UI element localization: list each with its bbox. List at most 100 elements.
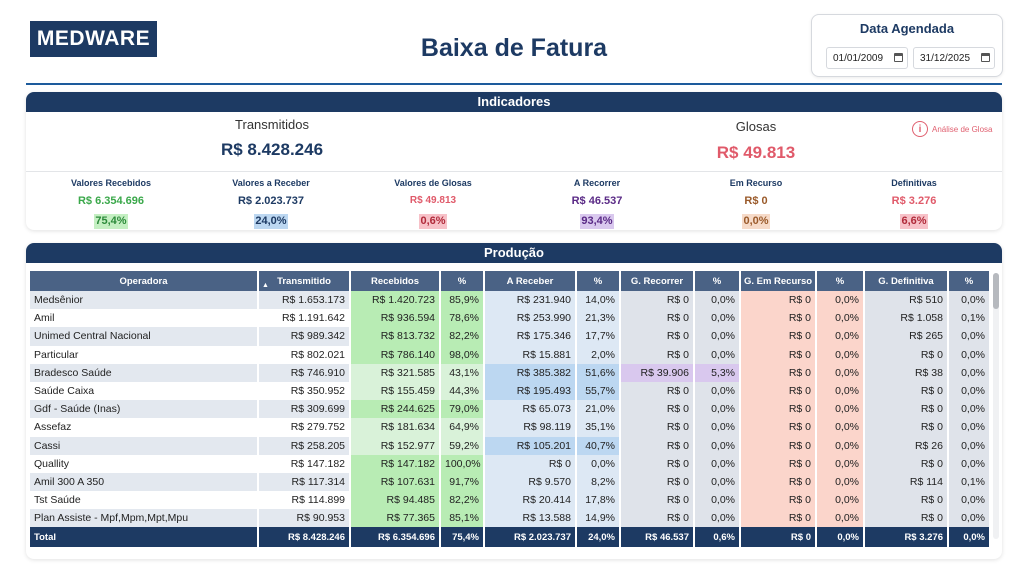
col-header-pct-g-recorrer[interactable]: %	[694, 271, 741, 291]
col-header-transmitido[interactable]: Transmitido ▲	[258, 271, 351, 291]
table-row[interactable]: Medsênior R$ 1.653.173 R$ 1.420.723 85,9% R$…	[30, 291, 991, 310]
table-cell: 0,0%	[948, 363, 991, 382]
table-cell: R$ 147.182	[350, 454, 441, 473]
table-cell: R$ 90.953	[258, 509, 351, 528]
producao-title: Produção	[26, 243, 1002, 263]
table-cell: R$ 0	[484, 454, 577, 473]
total-cell: R$ 6.354.696	[350, 527, 441, 548]
kpi-pct: 75,4%	[94, 214, 128, 229]
table-row[interactable]: Gdf - Saúde (Inas) R$ 309.699 R$ 244.625 79…	[30, 400, 991, 419]
total-cell: 24,0%	[576, 527, 621, 548]
table-row[interactable]: Assefaz R$ 279.752 R$ 181.634 64,9% R$ 98.11…	[30, 418, 991, 437]
kpi-label: A Recorrer	[573, 178, 621, 188]
col-header-g-definitiva[interactable]: G. Definitiva	[864, 271, 949, 291]
table-row[interactable]: Bradesco Saúde R$ 746.910 R$ 321.585 43,1% R…	[30, 363, 991, 382]
table-row[interactable]: Cassi R$ 258.205 R$ 152.977 59,2% R$ 105.201…	[30, 436, 991, 455]
table-cell: R$ 1.058	[864, 309, 949, 328]
table-cell: 0,0%	[948, 454, 991, 473]
table-cell: R$ 65.073	[484, 400, 577, 419]
table-cell: R$ 13.588	[484, 509, 577, 528]
glosas-label: Glosas	[735, 119, 777, 134]
table-cell: 0,0%	[948, 418, 991, 437]
table-cell: R$ 0	[864, 418, 949, 437]
table-cell: R$ 244.625	[350, 400, 441, 419]
table-cell: 59,2%	[440, 436, 485, 455]
table-cell: R$ 152.977	[350, 436, 441, 455]
table-cell: 98,0%	[440, 345, 485, 364]
calendar-icon[interactable]	[894, 53, 903, 62]
table-cell: 0,0%	[816, 491, 865, 510]
col-header-pct-g-definitiva[interactable]: %	[948, 271, 991, 291]
calendar-icon[interactable]	[981, 53, 990, 62]
table-cell: 14,9%	[576, 509, 621, 528]
table-cell: 0,0%	[948, 400, 991, 419]
table-row[interactable]: Quallity R$ 147.182 R$ 147.182 100,0% R$ 0 0,…	[30, 454, 991, 473]
kpi-pct: 6,6%	[900, 214, 928, 229]
total-cell: R$ 3.276	[864, 527, 949, 548]
table-cell: R$ 114.899	[258, 491, 351, 510]
table-row[interactable]: Unimed Central Nacional R$ 989.342 R$ 813.…	[30, 327, 991, 346]
col-header-pct-a-receber[interactable]: %	[576, 271, 621, 291]
table-cell: 0,0%	[694, 291, 741, 310]
table-row[interactable]: Particular R$ 802.021 R$ 786.140 98,0% R$ 15…	[30, 345, 991, 364]
col-header-pct-recebidos[interactable]: %	[440, 271, 485, 291]
kpi-pct: 0,0%	[742, 214, 770, 229]
table-scrollbar[interactable]	[993, 273, 999, 539]
table-cell: R$ 155.459	[350, 381, 441, 401]
kpi-label: Definitivas	[891, 178, 937, 188]
table-cell: R$ 802.021	[258, 345, 351, 364]
col-header-g-em-recurso[interactable]: G. Em Recurso	[740, 271, 817, 291]
date-start-input[interactable]: 01/01/2009	[826, 47, 908, 69]
cell-operadora: Cassi	[30, 436, 259, 455]
table-cell: 0,0%	[948, 345, 991, 364]
table-row[interactable]: Amil 300 A 350 R$ 117.314 R$ 107.631 91,7% R…	[30, 472, 991, 492]
cell-operadora: Assefaz	[30, 418, 259, 437]
table-cell: R$ 0	[740, 509, 817, 528]
page-title: Baixa de Fatura	[420, 34, 608, 62]
table-cell: 0,0%	[948, 491, 991, 510]
col-header-recebidos[interactable]: Recebidos	[350, 271, 441, 291]
table-row[interactable]: Saúde Caixa R$ 350.952 R$ 155.459 44,3% R$ 1…	[30, 381, 991, 401]
date-filter-title: Data Agendada	[859, 21, 955, 36]
table-row[interactable]: Tst Saúde R$ 114.899 R$ 94.485 82,2% R$ 20.4…	[30, 491, 991, 510]
kpi-value: R$ 6.354.696	[77, 195, 145, 207]
analise-glosa-link[interactable]: i Análise de Glosa	[912, 121, 992, 137]
table-cell: R$ 175.346	[484, 327, 577, 346]
table-cell: R$ 20.414	[484, 491, 577, 510]
table-cell: R$ 105.201	[484, 436, 577, 455]
table-cell: 0,1%	[948, 309, 991, 328]
scrollbar-thumb[interactable]	[993, 273, 999, 309]
col-header-a-receber[interactable]: A Receber	[484, 271, 577, 291]
table-row[interactable]: Amil R$ 1.191.642 R$ 936.594 78,6% R$ 253.99…	[30, 309, 991, 328]
kpi-label: Valores Recebidos	[70, 178, 152, 188]
info-icon: i	[912, 121, 928, 137]
table-cell: R$ 0	[620, 309, 695, 328]
table-cell: R$ 0	[620, 327, 695, 346]
table-cell: 0,0%	[948, 291, 991, 310]
col-header-pct-g-em-recurso[interactable]: %	[816, 271, 865, 291]
table-row[interactable]: Plan Assiste - Mpf,Mpm,Mpt,Mpu R$ 90.953 R…	[30, 509, 991, 528]
table-cell: R$ 0	[740, 291, 817, 310]
total-cell: 75,4%	[440, 527, 485, 548]
cell-operadora: Quallity	[30, 454, 259, 473]
col-header-operadora[interactable]: Operadora	[30, 271, 259, 291]
kpi-valores-de-glosas: Valores de Glosas R$ 49.813 0,6%	[353, 178, 513, 229]
total-cell: 0,6%	[694, 527, 741, 548]
table-cell: R$ 321.585	[350, 363, 441, 382]
table-cell: 82,2%	[440, 491, 485, 510]
col-header-g-recorrer[interactable]: G. Recorrer	[620, 271, 695, 291]
table-cell: R$ 0	[864, 509, 949, 528]
indicadores-title: Indicadores	[26, 92, 1002, 112]
table-cell: 0,0%	[694, 418, 741, 437]
cell-operadora: Bradesco Saúde	[30, 363, 259, 382]
table-cell: 35,1%	[576, 418, 621, 437]
kpi-em-recurso: Em Recurso R$ 0 0,0%	[676, 178, 836, 229]
date-end-input[interactable]: 31/12/2025	[913, 47, 995, 69]
table-cell: 17,7%	[576, 327, 621, 346]
table-cell: R$ 107.631	[350, 472, 441, 492]
table-cell: 78,6%	[440, 309, 485, 328]
table-cell: R$ 181.634	[350, 418, 441, 437]
cell-operadora: Unimed Central Nacional	[30, 327, 259, 346]
table-cell: 0,0%	[816, 454, 865, 473]
table-cell: 0,0%	[816, 472, 865, 492]
